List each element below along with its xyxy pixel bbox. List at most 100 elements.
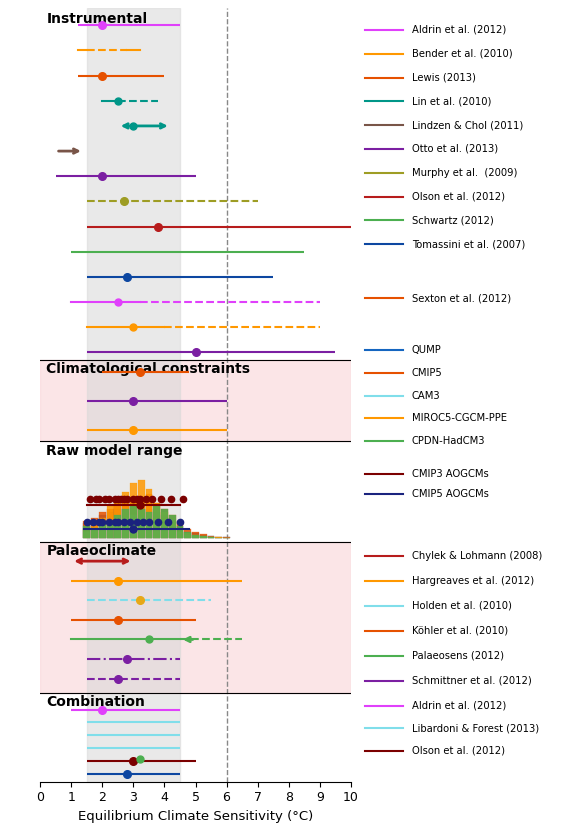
Bar: [192, 535, 199, 538]
Bar: [177, 529, 183, 538]
Bar: [83, 520, 90, 538]
Bar: [154, 512, 160, 538]
Bar: [161, 526, 168, 538]
Text: Libardoni & Forest (2013): Libardoni & Forest (2013): [412, 723, 539, 734]
Bar: [145, 509, 152, 538]
Bar: [83, 529, 90, 538]
Bar: [161, 509, 168, 538]
Bar: [107, 520, 113, 538]
Text: Sexton et al. (2012): Sexton et al. (2012): [412, 294, 511, 304]
Bar: [154, 503, 160, 538]
Bar: [208, 537, 214, 538]
Bar: [177, 526, 183, 538]
Text: Lewis (2013): Lewis (2013): [412, 73, 476, 83]
Bar: [192, 532, 199, 538]
Bar: [91, 518, 98, 538]
Bar: [83, 523, 90, 538]
Text: Instrumental: Instrumental: [47, 12, 148, 26]
Bar: [114, 509, 121, 538]
Bar: [169, 520, 175, 538]
Text: QUMP: QUMP: [412, 345, 442, 355]
Text: CAM3: CAM3: [412, 390, 440, 400]
Text: Raw model range: Raw model range: [47, 443, 183, 457]
Bar: [145, 495, 152, 538]
Bar: [130, 506, 137, 538]
Bar: [177, 526, 183, 538]
Bar: [161, 512, 168, 538]
Bar: [200, 536, 206, 538]
Bar: [185, 532, 191, 538]
Bar: [185, 533, 191, 538]
Text: Chylek & Lohmann (2008): Chylek & Lohmann (2008): [412, 551, 542, 561]
Text: Aldrin et al. (2012): Aldrin et al. (2012): [412, 25, 506, 35]
Bar: [114, 514, 121, 538]
Bar: [40, 542, 351, 692]
Bar: [192, 535, 199, 538]
Bar: [122, 509, 129, 538]
Bar: [138, 480, 144, 538]
Bar: [122, 518, 129, 538]
Bar: [154, 523, 160, 538]
Text: Schmittner et al. (2012): Schmittner et al. (2012): [412, 676, 531, 686]
Text: Palaeoclimate: Palaeoclimate: [47, 544, 156, 558]
Bar: [154, 506, 160, 538]
X-axis label: Equilibrium Climate Sensitivity (°C): Equilibrium Climate Sensitivity (°C): [78, 810, 313, 823]
Text: Palaeosens (2012): Palaeosens (2012): [412, 651, 504, 661]
Bar: [169, 514, 175, 538]
Bar: [154, 503, 160, 538]
Text: Tomassini et al. (2007): Tomassini et al. (2007): [412, 239, 525, 249]
Bar: [107, 512, 113, 538]
Text: Aldrin et al. (2012): Aldrin et al. (2012): [412, 700, 506, 710]
Bar: [138, 500, 144, 538]
Bar: [99, 518, 106, 538]
Bar: [130, 514, 137, 538]
Text: CMIP3 AOGCMs: CMIP3 AOGCMs: [412, 469, 489, 479]
Text: Bender et al. (2010): Bender et al. (2010): [412, 49, 512, 59]
Bar: [99, 526, 106, 538]
Bar: [91, 529, 98, 538]
Text: Holden et al. (2010): Holden et al. (2010): [412, 601, 512, 611]
Bar: [91, 528, 98, 538]
Bar: [99, 523, 106, 538]
Bar: [107, 523, 113, 538]
Bar: [99, 512, 106, 538]
Bar: [169, 514, 175, 538]
Bar: [122, 500, 129, 538]
Bar: [161, 514, 168, 538]
Text: MIROC5-CGCM-PPE: MIROC5-CGCM-PPE: [412, 414, 507, 423]
Bar: [200, 537, 206, 538]
Text: Olson et al. (2012): Olson et al. (2012): [412, 746, 505, 756]
Bar: [40, 360, 351, 442]
Bar: [208, 537, 214, 538]
Text: Murphy et al.  (2009): Murphy et al. (2009): [412, 168, 517, 178]
Bar: [200, 536, 206, 538]
Bar: [192, 533, 199, 538]
Bar: [91, 520, 98, 538]
Bar: [145, 520, 152, 538]
Bar: [177, 523, 183, 538]
Bar: [145, 512, 152, 538]
Text: Lindzen & Chol (2011): Lindzen & Chol (2011): [412, 120, 523, 130]
Bar: [114, 497, 121, 538]
Bar: [169, 529, 175, 538]
Bar: [83, 526, 90, 538]
Bar: [200, 535, 206, 538]
Bar: [192, 536, 199, 538]
Bar: [177, 532, 183, 538]
Bar: [161, 509, 168, 538]
Bar: [122, 491, 129, 538]
Bar: [114, 503, 121, 538]
Bar: [138, 506, 144, 538]
Text: CPDN-HadCM3: CPDN-HadCM3: [412, 437, 485, 447]
Text: Schwartz (2012): Schwartz (2012): [412, 215, 493, 225]
Bar: [138, 518, 144, 538]
Bar: [138, 509, 144, 538]
Bar: [169, 520, 175, 538]
Bar: [185, 535, 191, 538]
Bar: [216, 537, 222, 538]
Text: Lin et al. (2010): Lin et al. (2010): [412, 96, 491, 107]
Text: Otto et al. (2013): Otto et al. (2013): [412, 144, 498, 154]
Bar: [83, 532, 90, 538]
Bar: [114, 520, 121, 538]
Bar: [208, 536, 214, 538]
